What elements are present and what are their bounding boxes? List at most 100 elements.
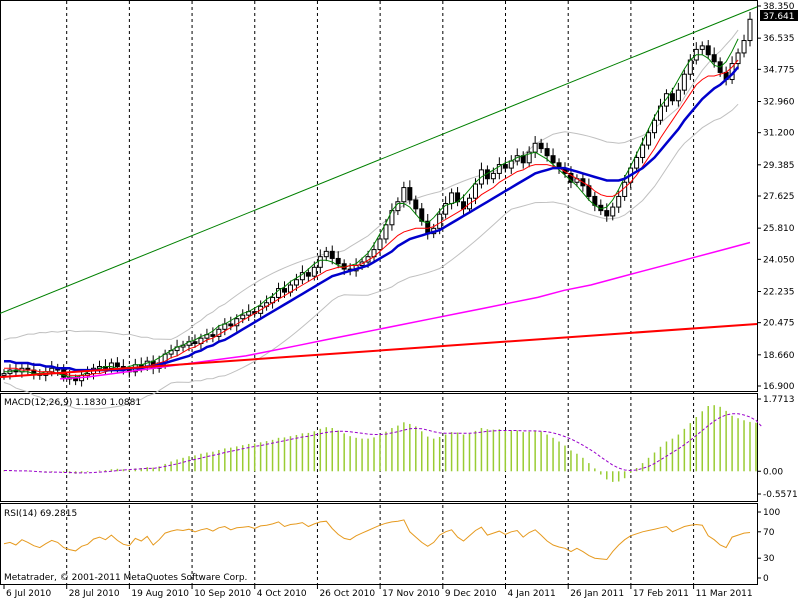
candle-body-125 [747,18,753,42]
time-label-4: 4 Oct 2010 [257,589,307,599]
candle-body-50 [299,272,305,281]
candle-body-119 [711,54,717,63]
candle-body-12 [73,378,79,382]
candle-body-67 [401,187,407,203]
price-tick-label-7: 25.810 [763,224,795,234]
candle-body-124 [741,40,747,54]
candle-body-103 [616,195,622,208]
candle-body-95 [568,172,574,183]
candle-body-79 [472,183,478,199]
candle-body-68 [407,187,413,201]
last-price-label: 37.641 [763,12,795,22]
price-tick-label-12: 16.900 [763,382,795,392]
rsi-line [3,519,751,561]
rsi-tick-label-3: 0 [763,574,769,584]
macd-tick-label-2: -0.5571 [763,490,798,500]
macd-tick-label-0: 1.7713 [763,395,795,405]
last-price-badge: 37.641 [760,10,798,22]
time-label-10: 17 Feb 2011 [633,589,689,599]
candle-body-52 [311,266,317,277]
price-tick-label-5: 29.385 [763,161,795,171]
ma-mid-line [4,59,739,376]
candle-body-117 [699,45,705,50]
price-tick-label-11: 18.660 [763,351,795,361]
candle-body-83 [496,164,502,174]
candle-body-90 [538,142,544,150]
candle-body-101 [604,210,610,217]
time-label-1: 28 Jul 2010 [69,589,120,599]
time-label-6: 17 Nov 2010 [382,589,440,599]
candle-body-114 [681,73,687,91]
candle-body-73 [437,213,443,229]
candle-body-49 [293,279,299,286]
candle-body-0 [1,373,7,376]
candle-body-102 [610,206,616,217]
candle-body-55 [329,250,335,259]
price-axis: 38.350 36.535 34.775 32.960 31.200 29.385 27.6… [757,2,795,392]
macd-axis: 1.7713 0.00 -0.5571 [757,395,798,500]
candle-body-113 [675,89,681,102]
candle-body-35 [210,334,216,337]
candle-body-40 [240,314,246,320]
candle-body-84 [502,164,508,169]
ma-fast-line [4,38,739,378]
candle-body-82 [490,172,496,180]
bollinger-upper [3,29,739,341]
bollinger-lower [3,103,739,410]
candle-body-109 [652,119,658,134]
candle-body-123 [735,52,741,65]
candle-body-111 [663,93,669,107]
copyright-text: Metatrader, © 2001-2011 MetaQuotes Softw… [4,573,247,583]
price-tick-label-6: 27.625 [763,192,795,202]
candle-body-87 [520,155,526,164]
moving-averages [0,6,758,380]
candle-body-18 [108,362,114,369]
ma-slow-line [4,66,740,372]
price-tick-label-2: 34.775 [763,65,795,75]
candle-body-118 [705,45,711,56]
time-label-0: 6 Jul 2010 [6,589,51,599]
candle-body-108 [646,132,652,146]
candle-body-39 [234,318,240,327]
candle-body-106 [634,156,640,169]
price-tick-label-8: 24.050 [763,255,795,265]
rsi-panel[interactable] [0,503,758,585]
candle-body-112 [669,93,675,102]
macd-label: MACD(12,26,9) 1.1830 1.0881 [4,398,141,408]
vertical-grid [66,1,695,584]
price-tick-label-3: 32.960 [763,97,795,107]
rsi-axis: 100 70 30 0 [757,508,780,584]
upper-trendline [0,6,758,314]
rsi-tick-label-1: 70 [763,528,775,538]
macd-histogram [3,405,757,482]
candle-body-75 [449,192,455,205]
lower-trendline [0,322,758,379]
candle-body-46 [276,288,282,298]
price-tick-label-9: 22.235 [763,287,795,297]
time-label-3: 10 Sep 2010 [194,589,251,599]
macd-tick-label-1: 0.00 [763,467,783,477]
candle-body-63 [377,238,383,251]
candle-body-53 [317,256,323,268]
price-tick-label-10: 20.475 [763,319,795,329]
price-tick-label-4: 31.200 [763,129,795,139]
time-label-9: 26 Jan 2011 [570,589,624,599]
time-axis: 6 Jul 2010 28 Jul 2010 19 Aug 2010 10 Sep 2… [3,585,753,599]
candle-body-107 [640,144,646,158]
rsi-path [3,519,751,561]
rsi-tick-label-2: 30 [763,554,775,564]
candle-body-51 [305,272,311,277]
macd-panel[interactable] [0,393,758,502]
price-tick-label-0: 38.350 [763,2,795,12]
candle-body-64 [383,224,389,240]
time-label-7: 9 Dec 2010 [445,589,497,599]
macd-signal-line [4,413,763,474]
candle-body-85 [508,160,514,169]
price-tick-label-1: 36.535 [763,34,795,44]
candle-body-38 [228,323,234,327]
candle-body-47 [281,288,287,293]
candle-body-19 [114,362,120,368]
candle-body-88 [526,151,532,164]
candle-body-54 [323,250,329,258]
